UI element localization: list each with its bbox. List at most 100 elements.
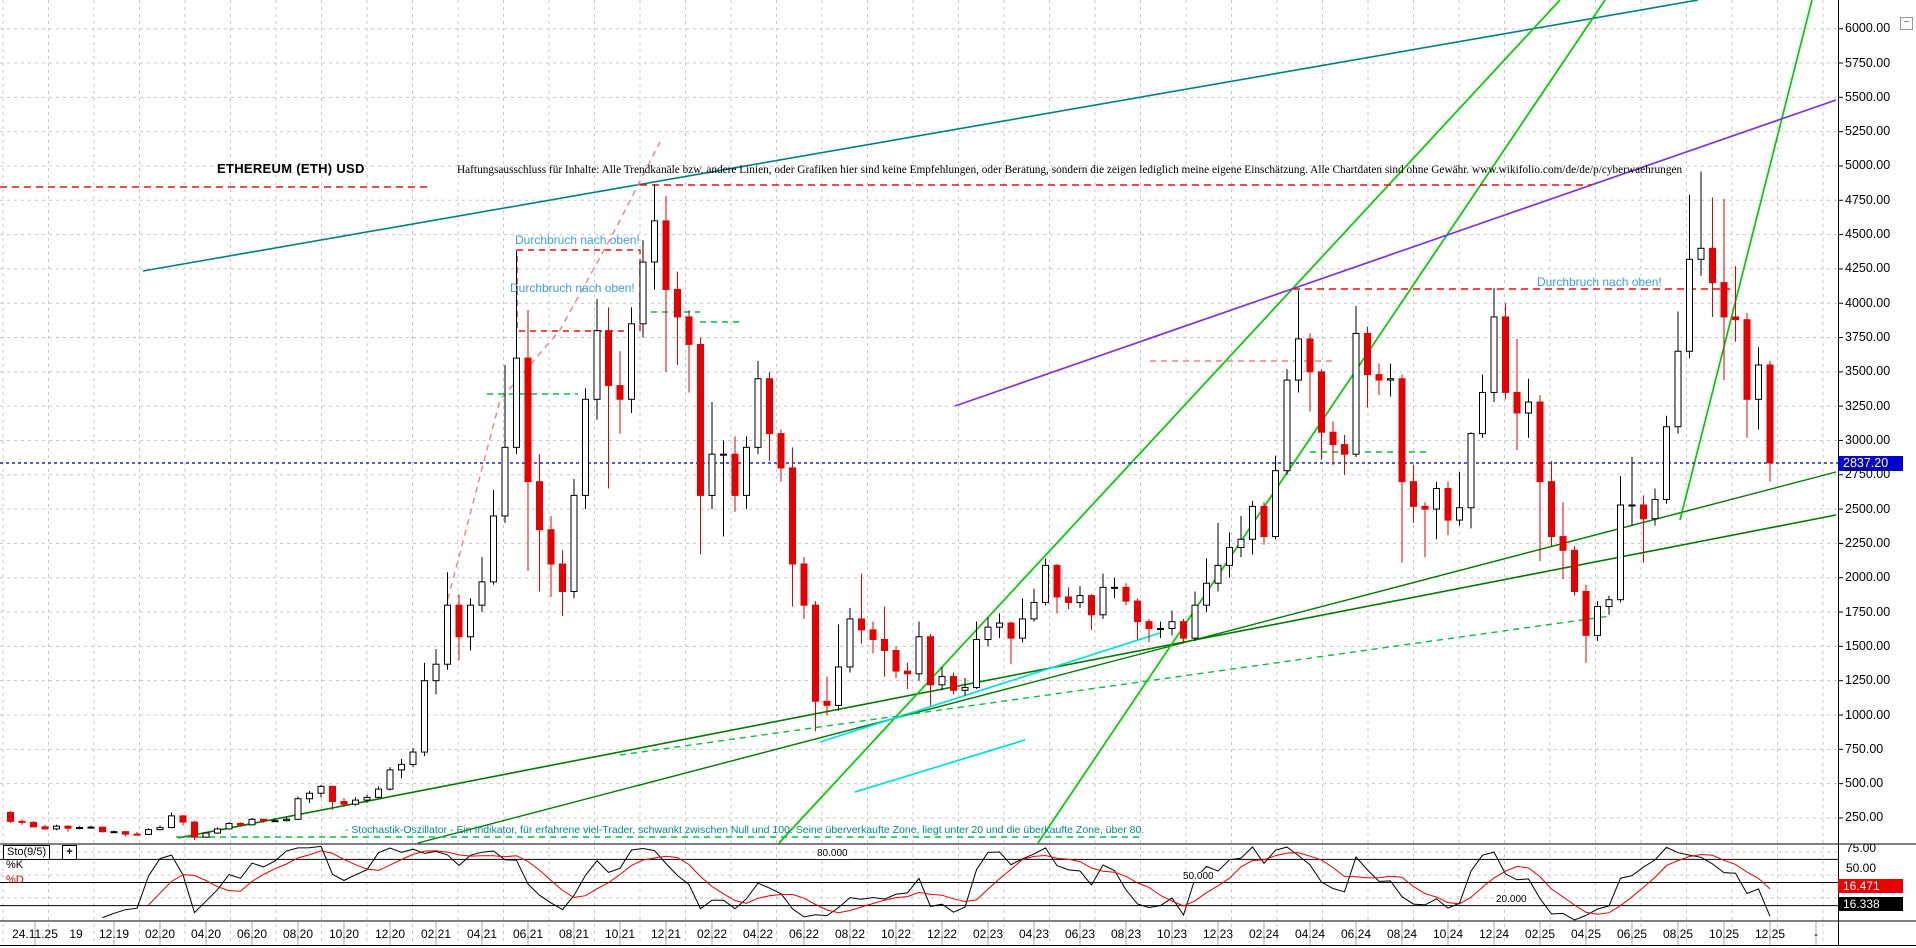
green-support-major[interactable] xyxy=(177,514,1837,839)
candle[interactable] xyxy=(340,800,348,805)
candle[interactable] xyxy=(559,563,566,592)
annotation-breakout-2[interactable]: Durchbruch nach oben! xyxy=(510,281,635,295)
candle[interactable] xyxy=(317,785,325,794)
candle[interactable] xyxy=(996,622,1003,628)
candle[interactable] xyxy=(1375,374,1383,381)
candle[interactable] xyxy=(582,398,589,496)
candle[interactable] xyxy=(409,751,417,765)
candle[interactable] xyxy=(789,467,796,565)
candle[interactable] xyxy=(363,796,371,801)
green-dashed-rising[interactable] xyxy=(619,615,1611,756)
purple-trendline[interactable] xyxy=(954,99,1837,407)
candle[interactable] xyxy=(1019,618,1026,639)
candle[interactable] xyxy=(743,446,750,496)
candle[interactable] xyxy=(1134,600,1141,623)
annotation-breakout-1[interactable]: Durchbruch nach oben! xyxy=(515,233,640,247)
candle[interactable] xyxy=(1421,505,1429,510)
cyan-line-upper[interactable] xyxy=(819,632,1161,743)
candle[interactable] xyxy=(1663,426,1670,501)
candle[interactable] xyxy=(1249,505,1256,540)
candle[interactable] xyxy=(386,769,394,790)
candle[interactable] xyxy=(1571,549,1578,592)
candle[interactable] xyxy=(133,833,141,836)
candle[interactable] xyxy=(823,700,831,706)
candle[interactable] xyxy=(1398,378,1406,483)
candle[interactable] xyxy=(754,378,762,448)
stochastic-indicator-label[interactable]: Sto(9/5) xyxy=(3,845,51,860)
lime-channel-left[interactable] xyxy=(778,0,1561,844)
candle[interactable] xyxy=(260,818,267,822)
candle[interactable] xyxy=(1513,391,1521,414)
candle[interactable] xyxy=(398,763,405,771)
candle[interactable] xyxy=(248,818,256,826)
candle[interactable] xyxy=(156,827,164,831)
candle[interactable] xyxy=(835,666,842,706)
candle[interactable] xyxy=(225,822,233,830)
candle[interactable] xyxy=(1697,247,1705,260)
candle[interactable] xyxy=(1536,401,1544,483)
candle[interactable] xyxy=(973,639,980,689)
candle[interactable] xyxy=(1559,536,1567,551)
collapse-scale-button[interactable]: − xyxy=(1900,17,1913,30)
candle[interactable] xyxy=(1605,599,1613,608)
candle[interactable] xyxy=(1410,481,1417,507)
candle[interactable] xyxy=(87,826,95,829)
candle[interactable] xyxy=(1042,564,1049,603)
candle[interactable] xyxy=(1088,595,1095,616)
candle[interactable] xyxy=(490,515,497,583)
candle[interactable] xyxy=(1329,431,1337,446)
candle[interactable] xyxy=(961,687,969,691)
candle[interactable] xyxy=(1502,316,1509,393)
teal-trendline[interactable] xyxy=(142,0,1699,272)
candle[interactable] xyxy=(1191,604,1199,639)
candle[interactable] xyxy=(869,629,877,641)
candle[interactable] xyxy=(1306,338,1314,373)
candle[interactable] xyxy=(294,798,302,820)
candle[interactable] xyxy=(1732,316,1739,321)
candle[interactable] xyxy=(501,446,509,517)
expand-indicator-button[interactable]: + xyxy=(62,845,77,860)
candle[interactable] xyxy=(455,604,463,638)
candle[interactable] xyxy=(593,330,601,400)
candle[interactable] xyxy=(329,785,336,802)
candle[interactable] xyxy=(191,821,198,838)
candle[interactable] xyxy=(1387,378,1394,381)
candle[interactable] xyxy=(421,680,428,753)
candle[interactable] xyxy=(536,481,543,531)
candle[interactable] xyxy=(1525,401,1532,414)
candle[interactable] xyxy=(1318,371,1325,433)
candle[interactable] xyxy=(1295,338,1302,381)
candle[interactable] xyxy=(1686,258,1693,352)
candle[interactable] xyxy=(283,818,290,822)
candle[interactable] xyxy=(1352,332,1360,455)
candle[interactable] xyxy=(1007,622,1015,639)
lime-steep-far-right[interactable] xyxy=(1679,0,1813,521)
candle[interactable] xyxy=(1640,504,1647,520)
candle[interactable] xyxy=(1651,499,1659,520)
candle[interactable] xyxy=(685,316,693,345)
candle[interactable] xyxy=(1594,606,1601,636)
candle[interactable] xyxy=(915,636,923,675)
candle[interactable] xyxy=(1743,319,1751,400)
candle[interactable] xyxy=(1467,433,1475,509)
candle[interactable] xyxy=(1260,505,1268,538)
candle[interactable] xyxy=(444,604,451,665)
candle[interactable] xyxy=(662,220,670,290)
candle[interactable] xyxy=(605,330,612,387)
candle[interactable] xyxy=(1226,547,1233,566)
candle[interactable] xyxy=(306,792,313,800)
candle[interactable] xyxy=(984,626,992,641)
candle[interactable] xyxy=(904,670,911,675)
candle[interactable] xyxy=(1720,282,1728,318)
candle[interactable] xyxy=(731,453,739,496)
candle[interactable] xyxy=(237,822,244,826)
candle[interactable] xyxy=(938,676,946,686)
cyan-line-lower[interactable] xyxy=(854,739,1026,793)
candle[interactable] xyxy=(1617,504,1624,601)
candle[interactable] xyxy=(892,649,900,672)
candle[interactable] xyxy=(1237,538,1245,549)
candle[interactable] xyxy=(76,827,83,830)
candle[interactable] xyxy=(122,831,129,835)
candle[interactable] xyxy=(708,453,716,496)
